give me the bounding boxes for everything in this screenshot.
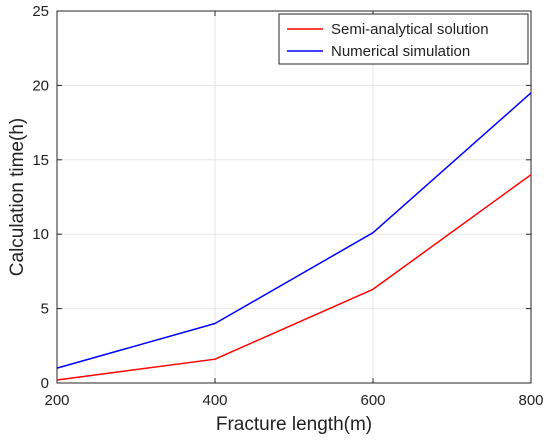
y-tick-label: 15	[32, 152, 49, 169]
x-tick-label: 800	[518, 392, 543, 409]
legend: Semi-analytical solution Numerical simula…	[278, 13, 529, 65]
y-tick-label: 20	[32, 77, 49, 94]
x-axis-label: Fracture length(m)	[216, 414, 372, 435]
x-tick-label: 400	[202, 392, 227, 409]
series-line-0	[56, 174, 532, 381]
axis-ticks: 200 400 600 800 0 5 10 15 20 25	[32, 3, 543, 409]
grid-lines	[56, 10, 532, 384]
y-tick-label: 5	[41, 301, 49, 318]
series-line-1	[56, 92, 532, 369]
x-tick-label: 600	[360, 392, 385, 409]
y-axis-label: Calculation time(h)	[7, 118, 28, 276]
legend-label-1: Numerical simulation	[331, 43, 470, 60]
y-tick-label: 0	[41, 375, 49, 392]
y-tick-label: 10	[32, 226, 49, 243]
legend-label-0: Semi-analytical solution	[331, 21, 489, 38]
y-tick-label: 25	[32, 3, 49, 20]
series-lines	[56, 92, 532, 381]
x-tick-label: 200	[44, 392, 69, 409]
legend-box	[278, 13, 529, 65]
plot-area-frame	[56, 10, 532, 384]
